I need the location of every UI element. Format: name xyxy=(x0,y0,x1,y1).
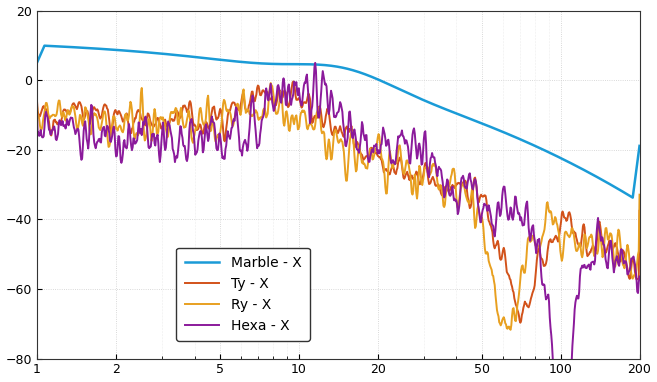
Ty - X xyxy=(553,237,561,242)
Marble - X xyxy=(553,154,560,158)
Line: Ry - X: Ry - X xyxy=(37,83,639,330)
Ry - X xyxy=(384,180,392,185)
Ty - X xyxy=(399,175,407,180)
Ty - X xyxy=(384,169,392,173)
Ry - X xyxy=(33,102,41,107)
Marble - X xyxy=(33,61,41,65)
Ty - X xyxy=(491,246,499,251)
Hexa - X xyxy=(399,134,407,139)
Marble - X xyxy=(399,89,407,93)
Hexa - X xyxy=(491,234,499,239)
Marble - X xyxy=(629,195,637,200)
Legend: Marble - X, Ty - X, Ry - X, Hexa - X: Marble - X, Ty - X, Ry - X, Hexa - X xyxy=(177,248,309,341)
Hexa - X xyxy=(70,125,78,129)
Hexa - X xyxy=(635,274,643,279)
Ry - X xyxy=(267,81,275,85)
Ty - X xyxy=(516,320,524,325)
Marble - X xyxy=(418,97,426,102)
Ty - X xyxy=(70,101,78,105)
Hexa - X xyxy=(384,138,392,143)
Ry - X xyxy=(553,223,561,227)
Ry - X xyxy=(491,283,499,287)
Ty - X xyxy=(289,79,297,84)
Marble - X xyxy=(491,126,499,131)
Line: Ty - X: Ty - X xyxy=(37,81,639,323)
Ry - X xyxy=(635,193,643,197)
Ry - X xyxy=(418,181,426,186)
Line: Marble - X: Marble - X xyxy=(37,46,639,197)
Ry - X xyxy=(507,327,514,332)
Marble - X xyxy=(71,45,79,50)
Ry - X xyxy=(70,105,78,110)
Ty - X xyxy=(635,209,643,213)
Ry - X xyxy=(399,171,407,176)
Hexa - X xyxy=(418,162,426,167)
Hexa - X xyxy=(311,60,319,65)
Ty - X xyxy=(418,177,426,182)
Marble - X xyxy=(384,81,392,86)
Marble - X xyxy=(635,144,643,148)
Ty - X xyxy=(33,98,41,102)
Marble - X xyxy=(41,44,49,48)
Hexa - X xyxy=(33,105,41,110)
Line: Hexa - X: Hexa - X xyxy=(37,63,639,382)
